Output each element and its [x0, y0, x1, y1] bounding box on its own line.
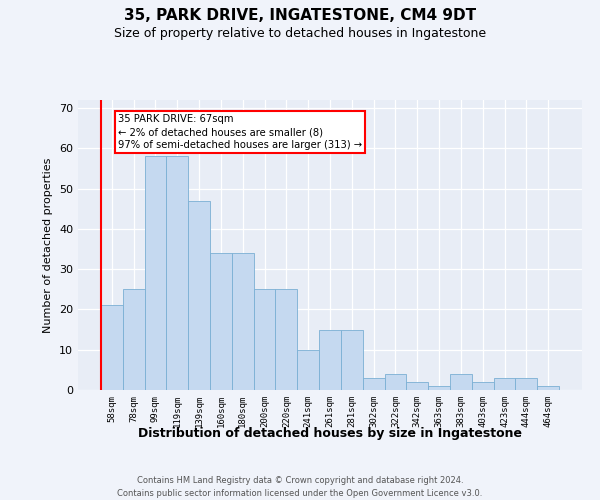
Bar — [537, 386, 559, 390]
Y-axis label: Number of detached properties: Number of detached properties — [43, 158, 53, 332]
Text: Size of property relative to detached houses in Ingatestone: Size of property relative to detached ho… — [114, 28, 486, 40]
Text: Distribution of detached houses by size in Ingatestone: Distribution of detached houses by size … — [138, 428, 522, 440]
Bar — [450, 374, 472, 390]
Text: 35, PARK DRIVE, INGATESTONE, CM4 9DT: 35, PARK DRIVE, INGATESTONE, CM4 9DT — [124, 8, 476, 22]
Bar — [406, 382, 428, 390]
Bar — [188, 200, 210, 390]
Bar — [297, 350, 319, 390]
Bar — [319, 330, 341, 390]
Bar — [363, 378, 385, 390]
Text: 35 PARK DRIVE: 67sqm
← 2% of detached houses are smaller (8)
97% of semi-detache: 35 PARK DRIVE: 67sqm ← 2% of detached ho… — [118, 114, 362, 150]
Text: Contains HM Land Registry data © Crown copyright and database right 2024.
Contai: Contains HM Land Registry data © Crown c… — [118, 476, 482, 498]
Bar — [101, 306, 123, 390]
Bar — [472, 382, 494, 390]
Bar — [385, 374, 406, 390]
Bar — [145, 156, 166, 390]
Bar — [494, 378, 515, 390]
Bar — [428, 386, 450, 390]
Bar — [210, 253, 232, 390]
Bar — [275, 290, 297, 390]
Bar — [166, 156, 188, 390]
Bar — [515, 378, 537, 390]
Bar — [254, 290, 275, 390]
Bar — [123, 290, 145, 390]
Bar — [232, 253, 254, 390]
Bar — [341, 330, 363, 390]
